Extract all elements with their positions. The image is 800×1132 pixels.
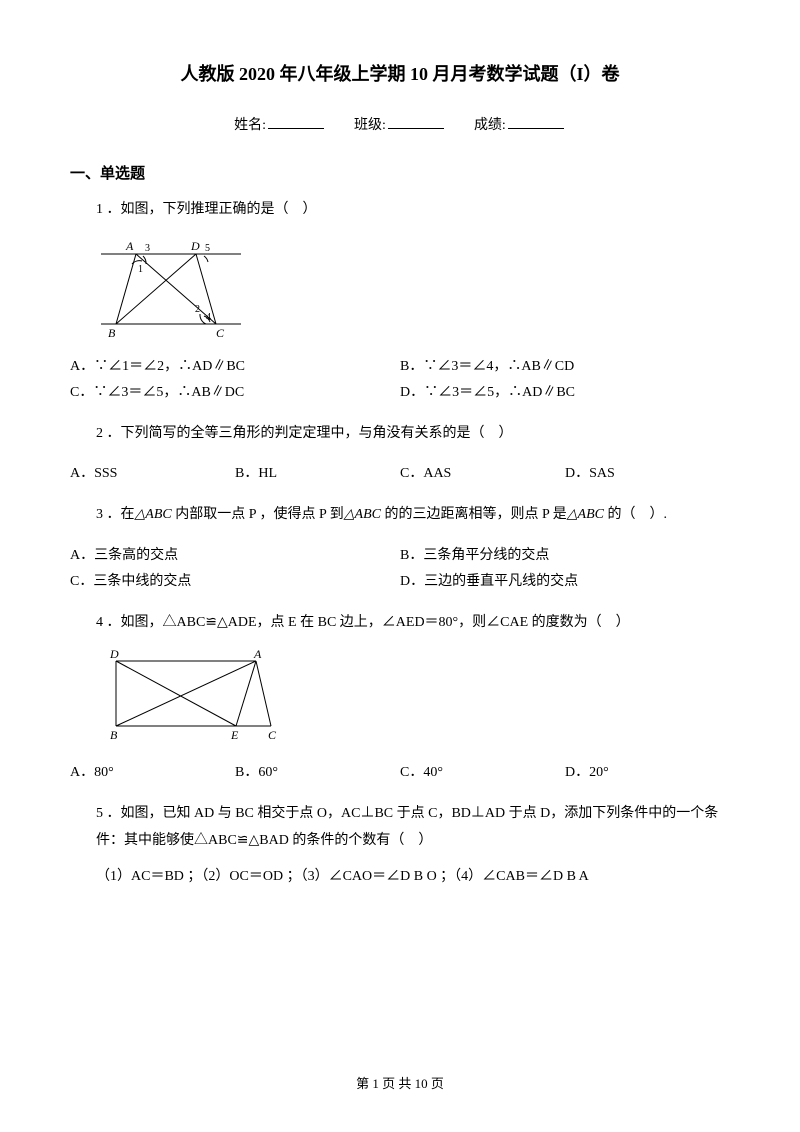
q4-text: 4 ．如图，△ABC≌△ADE，点 E 在 BC 边上，∠AED＝80°，则∠C…	[70, 610, 730, 637]
q3-options: A．三条高的交点 B．三条角平分线的交点 C．三条中线的交点 D．三边的垂直平凡…	[70, 543, 730, 596]
fig4-label-A: A	[253, 647, 262, 661]
q3-tri1: △ABC	[135, 507, 172, 522]
q3-tri2: △ABC	[344, 507, 381, 522]
class-label: 班级:	[354, 118, 386, 133]
fig4-label-E: E	[230, 728, 239, 742]
fig4-label-D: D	[109, 647, 119, 661]
q3-p1: 3 ．在	[96, 507, 135, 522]
q2-optC: C．AAS	[400, 461, 565, 488]
name-label: 姓名:	[234, 118, 266, 133]
question-3: 3 ．在△ABC 内部取一点 P ，使得点 P 到△ABC 的的三边距离相等，则…	[70, 502, 730, 529]
q3-p3: 的的三边距离相等，则点 P 是	[381, 507, 567, 522]
q4-optA: A．80°	[70, 760, 235, 787]
q1-options: A．∵∠1＝∠2，∴AD∥BC B．∵∠3＝∠4，∴AB∥CD C．∵∠3＝∠5…	[70, 354, 730, 407]
q4-optB: B．60°	[235, 760, 400, 787]
q5-conditions: （1）AC＝BD ；（2）OC＝OD ；（3）∠CAO＝∠D B O ；（4）∠…	[70, 864, 730, 891]
student-info-line: 姓名: 班级: 成绩:	[70, 114, 730, 134]
fig1-label-4: 4	[206, 312, 211, 323]
q2-options: A．SSS B．HL C．AAS D．SAS	[70, 461, 730, 488]
q1-optB: B．∵∠3＝∠4，∴AB∥CD	[400, 354, 730, 381]
fig1-label-A: A	[125, 239, 134, 253]
fig1-label-1: 1	[138, 264, 143, 275]
question-1: 1 ．如图，下列推理正确的是（ ）	[70, 197, 730, 407]
q1-optC: C．∵∠3＝∠5，∴AB∥DC	[70, 380, 400, 407]
class-blank[interactable]	[388, 114, 444, 129]
q1-optD: D．∵∠3＝∠5，∴AD∥BC	[400, 380, 730, 407]
q4-optC: C．40°	[400, 760, 565, 787]
fig1-label-B: B	[108, 326, 116, 340]
score-blank[interactable]	[508, 114, 564, 129]
fig4-label-B: B	[110, 728, 118, 742]
q1-optA: A．∵∠1＝∠2，∴AD∥BC	[70, 354, 400, 381]
q2-optB: B．HL	[235, 461, 400, 488]
name-blank[interactable]	[268, 114, 324, 129]
question-2: 2 ．下列简写的全等三角形的判定定理中，与角没有关系的是（ ）	[70, 421, 730, 448]
section-heading: 一、单选题	[70, 162, 730, 183]
q1-text: 1 ．如图，下列推理正确的是（ ）	[70, 197, 730, 224]
exam-page: 人教版 2020 年八年级上学期 10 月月考数学试题（I）卷 姓名: 班级: …	[0, 0, 800, 1132]
q2-optD: D．SAS	[565, 461, 730, 488]
q4-options: A．80° B．60° C．40° D．20°	[70, 760, 730, 787]
q3-optD: D．三边的垂直平凡线的交点	[400, 569, 730, 596]
question-4: 4 ．如图，△ABC≌△ADE，点 E 在 BC 边上，∠AED＝80°，则∠C…	[70, 610, 730, 747]
q2-optA: A．SSS	[70, 461, 235, 488]
question-5: 5 ．如图，已知 AD 与 BC 相交于点 O，AC⊥BC 于点 C，BD⊥AD…	[70, 801, 730, 891]
fig1-label-3: 3	[145, 243, 150, 254]
fig1-label-C: C	[216, 326, 225, 340]
q5-text: 5 ．如图，已知 AD 与 BC 相交于点 O，AC⊥BC 于点 C，BD⊥AD…	[70, 801, 730, 854]
q3-optC: C．三条中线的交点	[70, 569, 400, 596]
q1-figure: A D B C 1 2 3 4 5	[96, 234, 730, 344]
page-title: 人教版 2020 年八年级上学期 10 月月考数学试题（I）卷	[70, 60, 730, 86]
fig1-label-5: 5	[205, 243, 210, 254]
q4-figure: D A B E C	[96, 646, 730, 746]
q3-tri3: △ABC	[567, 507, 604, 522]
q4-optD: D．20°	[565, 760, 730, 787]
fig1-label-2: 2	[195, 304, 200, 315]
q3-optA: A．三条高的交点	[70, 543, 400, 570]
q3-text: 3 ．在△ABC 内部取一点 P ，使得点 P 到△ABC 的的三边距离相等，则…	[70, 502, 730, 529]
q3-p4: 的（ ）.	[604, 507, 667, 522]
q3-p2: 内部取一点 P ，使得点 P 到	[172, 507, 344, 522]
score-label: 成绩:	[474, 118, 506, 133]
fig1-label-D: D	[190, 239, 200, 253]
q2-text: 2 ．下列简写的全等三角形的判定定理中，与角没有关系的是（ ）	[70, 421, 730, 448]
q3-optB: B．三条角平分线的交点	[400, 543, 730, 570]
page-footer: 第 1 页 共 10 页	[0, 1073, 800, 1092]
fig4-label-C: C	[268, 728, 277, 742]
